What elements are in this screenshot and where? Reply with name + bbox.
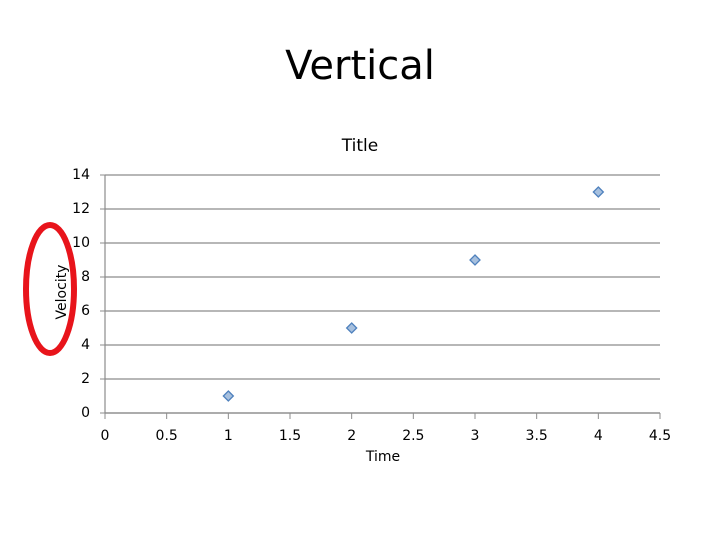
x-tick-label: 3.5 [526,428,548,444]
y-tick-label: 14 [72,167,90,183]
point [592,186,605,198]
y-tick-label: 12 [72,201,90,217]
slide-title: Vertical [285,43,435,89]
plot: 0 2 4 6 8 10 12 14 0 0.5 1 1.5 2 2.5 3 3.5 4 4.5 [72,167,671,444]
x-tick-label: 0.5 [156,428,178,444]
y-tick-label: 2 [81,371,90,387]
y-tick-label: 6 [81,303,90,319]
point [469,254,481,266]
y-axis-label: Velocity [54,265,70,320]
x-tick-label: 1.5 [279,428,301,444]
point [222,390,235,402]
y-tick-label: 4 [81,337,90,353]
chart-title: Title [341,136,378,156]
x-tick-label: 4.5 [649,428,671,444]
y-tick-label: 0 [81,405,90,421]
x-tick-label: 2.5 [402,428,424,444]
point [345,322,358,334]
y-tick-label: 8 [81,269,90,285]
x-tick-label: 1 [224,428,233,444]
highlight-ellipse [23,222,77,356]
x-axis-label: Time [365,449,400,465]
y-tick-label: 10 [72,235,90,251]
x-tick-label: 0 [101,428,110,444]
x-tick-label: 4 [594,428,603,444]
x-tick-label: 3 [471,428,480,444]
x-tick-label: 2 [347,428,356,444]
